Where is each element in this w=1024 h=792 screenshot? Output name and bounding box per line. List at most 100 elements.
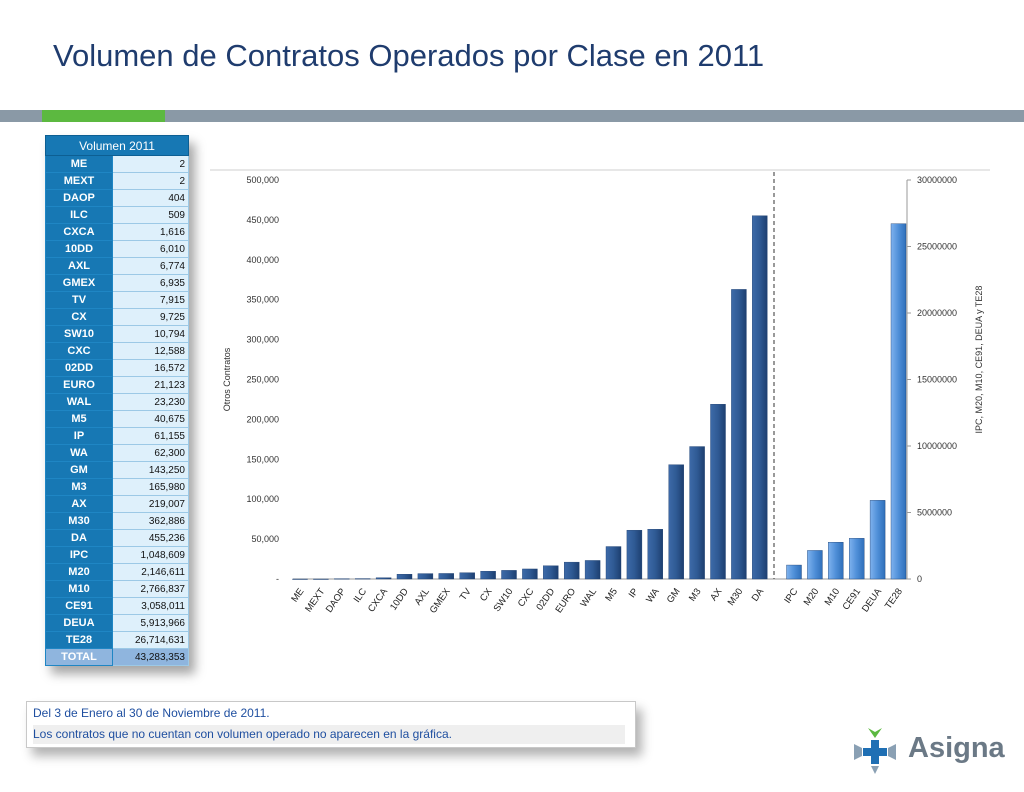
- bar-gm: [668, 464, 684, 580]
- row-volume-value: 165,980: [112, 478, 189, 496]
- row-volume-value: 12,588: [112, 342, 189, 360]
- bar-ilc: [354, 578, 371, 580]
- table-row: WAL 23,230: [45, 393, 189, 411]
- row-class-name: GMEX: [45, 274, 113, 292]
- row-volume-value: 5,913,966: [112, 614, 189, 632]
- row-class-name: IPC: [45, 546, 113, 564]
- left-axis-tick-label: 400,000: [246, 255, 279, 265]
- row-class-name: DA: [45, 529, 113, 547]
- table-row: ILC 509: [45, 206, 189, 224]
- left-axis-tick-label: -: [276, 574, 279, 584]
- row-class-name: 10DD: [45, 240, 113, 258]
- table-row: DAOP 404: [45, 189, 189, 207]
- bar-m10: [828, 542, 844, 580]
- note-date-range: Del 3 de Enero al 30 de Noviembre de 201…: [33, 706, 270, 720]
- row-class-name: M20: [45, 563, 113, 581]
- total-row: TOTAL 43,283,353: [45, 648, 189, 666]
- total-value: 43,283,353: [112, 648, 189, 666]
- row-volume-value: 1,048,609: [112, 546, 189, 564]
- notes-box: Del 3 de Enero al 30 de Noviembre de 201…: [26, 701, 636, 748]
- right-axis-title: IPC, M20, M10, CE91, DEUA y TE28: [974, 286, 984, 434]
- table-row: M3 165,980: [45, 478, 189, 496]
- row-volume-value: 3,058,011: [112, 597, 189, 615]
- left-axis-tick-label: 500,000: [246, 175, 279, 185]
- left-axis-tick-label: 450,000: [246, 215, 279, 225]
- table-row: GM 143,250: [45, 461, 189, 479]
- table-row: 10DD 6,010: [45, 240, 189, 258]
- row-class-name: M10: [45, 580, 113, 598]
- row-volume-value: 61,155: [112, 427, 189, 445]
- right-axis-tick-label: 20000000: [917, 308, 957, 318]
- bar-mext: [313, 578, 329, 580]
- row-class-name: WA: [45, 444, 113, 462]
- x-axis-tick-label: CX: [478, 586, 495, 604]
- bar-tv: [459, 572, 475, 580]
- x-axis-tick-label: ME: [289, 586, 306, 604]
- right-axis-tick-label: 15000000: [917, 375, 957, 385]
- x-axis-tick-label: GM: [665, 586, 683, 605]
- row-volume-value: 16,572: [112, 359, 189, 377]
- row-class-name: GM: [45, 461, 113, 479]
- row-volume-value: 219,007: [112, 495, 189, 513]
- bar-te28: [890, 223, 907, 580]
- bar-cx: [480, 571, 496, 580]
- table-row: WA 62,300: [45, 444, 189, 462]
- asigna-logo: Asigna: [850, 726, 1005, 776]
- row-class-name: AXL: [45, 257, 113, 275]
- table-row: M10 2,766,837: [45, 580, 189, 598]
- bar-cxc: [522, 568, 538, 580]
- row-volume-value: 2: [112, 155, 189, 173]
- table-row: IP 61,155: [45, 427, 189, 445]
- table-row: CXCA 1,616: [45, 223, 189, 241]
- x-axis-tick-label: MEXT: [303, 586, 327, 614]
- row-class-name: IP: [45, 427, 113, 445]
- x-axis-tick-label: M20: [802, 586, 822, 607]
- bar-axl: [417, 573, 434, 580]
- x-axis-tick-label: DAOP: [324, 586, 348, 614]
- row-class-name: 02DD: [45, 359, 113, 377]
- row-class-name: EURO: [45, 376, 113, 394]
- left-axis-tick-label: 350,000: [246, 295, 279, 305]
- row-class-name: TV: [45, 291, 113, 309]
- volume-table: Volumen 2011 ME 2 MEXT 2 DAOP 404 ILC 509 CXCA 1,…: [45, 135, 189, 666]
- table-row: CE91 3,058,011: [45, 597, 189, 615]
- x-axis-tick-label: IP: [627, 586, 641, 600]
- bar-m3: [689, 446, 705, 580]
- row-volume-value: 6,935: [112, 274, 189, 292]
- right-axis-tick-label: 10000000: [917, 441, 957, 451]
- x-axis-tick-label: M5: [603, 586, 620, 603]
- bar-sw10: [501, 570, 517, 580]
- x-axis-tick-label: M10: [823, 586, 843, 607]
- table-row: MEXT 2: [45, 172, 189, 190]
- table-row: TV 7,915: [45, 291, 189, 309]
- bar-daop: [334, 578, 350, 580]
- row-volume-value: 10,794: [112, 325, 189, 343]
- x-axis-tick-label: AXL: [413, 586, 432, 607]
- left-axis-tick-label: 200,000: [246, 414, 279, 424]
- x-axis-tick-label: CXCA: [366, 586, 391, 614]
- table-row: M20 2,146,611: [45, 563, 189, 581]
- row-volume-value: 7,915: [112, 291, 189, 309]
- volume-bar-chart: - 50,000 100,000 150,000 200,000 250,000 300,0…: [210, 169, 990, 616]
- x-axis-tick-label: IPC: [782, 586, 800, 605]
- row-class-name: AX: [45, 495, 113, 513]
- left-axis-tick-label: 150,000: [246, 454, 279, 464]
- right-axis-tick-label: 25000000: [917, 242, 957, 252]
- left-axis-tick-label: 100,000: [246, 494, 279, 504]
- row-volume-value: 40,675: [112, 410, 189, 428]
- table-row: DEUA 5,913,966: [45, 614, 189, 632]
- row-class-name: CXC: [45, 342, 113, 360]
- row-class-name: ILC: [45, 206, 113, 224]
- volume-table-container: Volumen 2011 ME 2 MEXT 2 DAOP 404 ILC 509 CXCA 1,…: [45, 135, 189, 666]
- bar-deua: [869, 500, 886, 580]
- row-class-name: CE91: [45, 597, 113, 615]
- bar-ax: [710, 404, 726, 580]
- table-row: CXC 12,588: [45, 342, 189, 360]
- x-axis-tick-label: CXC: [516, 586, 537, 609]
- row-volume-value: 21,123: [112, 376, 189, 394]
- left-axis-tick-label: 50,000: [251, 534, 279, 544]
- row-volume-value: 26,714,631: [112, 631, 189, 649]
- row-volume-value: 362,886: [112, 512, 189, 530]
- row-volume-value: 404: [112, 189, 189, 207]
- table-row: SW10 10,794: [45, 325, 189, 343]
